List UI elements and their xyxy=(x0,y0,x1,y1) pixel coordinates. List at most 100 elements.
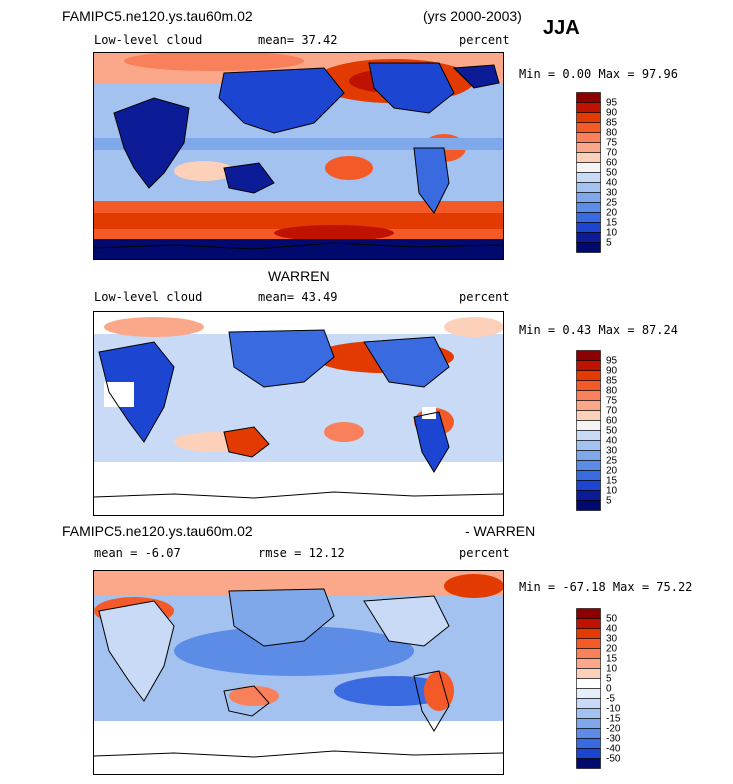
colorbar-tick-label: 10 xyxy=(606,486,618,497)
colorbar-tick-label: 5 xyxy=(606,674,612,685)
colorbar-swatch xyxy=(576,192,601,203)
panel1-colorbar: 95 90 85 80 75 70 60 50 40 30 25 20 15 10 5 xyxy=(576,92,636,254)
colorbar-swatch xyxy=(576,112,601,123)
colorbar-tick-label: 20 xyxy=(606,208,618,219)
panel2-map xyxy=(93,311,504,516)
colorbar-swatch xyxy=(576,122,601,133)
colorbar-swatch xyxy=(576,668,601,679)
panel1-field-label: Low-level cloud xyxy=(94,33,203,47)
colorbar-tick-label: 60 xyxy=(606,416,618,427)
colorbar-tick-label: 40 xyxy=(606,624,618,635)
colorbar-swatch xyxy=(576,142,601,153)
colorbar-swatch xyxy=(576,102,601,113)
colorbar-swatch xyxy=(576,460,601,471)
panel1-map xyxy=(93,52,504,260)
colorbar-tick-label: 70 xyxy=(606,148,618,159)
panel3-mean: mean = -6.07 xyxy=(94,546,181,560)
colorbar-swatch xyxy=(576,758,601,769)
colorbar-tick-label: 30 xyxy=(606,634,618,645)
panel1-units: percent xyxy=(459,33,510,47)
colorbar-swatch xyxy=(576,688,601,699)
colorbar-tick-label: 70 xyxy=(606,406,618,417)
colorbar-tick-label: 50 xyxy=(606,614,618,625)
panel2-title: WARREN xyxy=(268,268,330,284)
panel3-map xyxy=(93,570,504,775)
colorbar-swatch xyxy=(576,172,601,183)
colorbar-tick-label: 0 xyxy=(606,684,612,695)
colorbar-tick-label: -40 xyxy=(606,744,621,755)
colorbar-tick-label: 75 xyxy=(606,138,618,149)
colorbar-tick-label: 25 xyxy=(606,198,618,209)
colorbar-swatch xyxy=(576,658,601,669)
panel2-mean: mean= 43.49 xyxy=(258,290,338,304)
panel2-field-label: Low-level cloud xyxy=(94,290,203,304)
colorbar-tick-label: 15 xyxy=(606,476,618,487)
colorbar-tick-label: 30 xyxy=(606,446,618,457)
colorbar-swatch xyxy=(576,440,601,451)
colorbar-swatch xyxy=(576,350,601,361)
colorbar-tick-label: 80 xyxy=(606,386,618,397)
colorbar-tick-label: -10 xyxy=(606,704,621,715)
colorbar-swatch xyxy=(576,222,601,233)
model-title: FAMIPC5.ne120.ys.tau60m.02 xyxy=(62,8,253,24)
colorbar-swatch xyxy=(576,410,601,421)
colorbar-swatch xyxy=(576,628,601,639)
colorbar-swatch xyxy=(576,380,601,391)
colorbar-swatch xyxy=(576,390,601,401)
panel3-colorbar: 50 40 30 20 15 10 5 0 -5 -10 -15 -20 -30 -40 -50 xyxy=(576,608,636,770)
colorbar-tick-label: 95 xyxy=(606,98,618,109)
colorbar-swatch xyxy=(576,360,601,371)
years-label: (yrs 2000-2003) xyxy=(423,8,522,24)
colorbar-tick-label: 20 xyxy=(606,466,618,477)
panel3-title-left: FAMIPC5.ne120.ys.tau60m.02 xyxy=(62,523,253,539)
colorbar-tick-label: 50 xyxy=(606,426,618,437)
panel3-units: percent xyxy=(459,546,510,560)
colorbar-tick-label: 15 xyxy=(606,218,618,229)
panel2-minmax: Min = 0.43 Max = 87.24 xyxy=(519,323,678,337)
colorbar-tick-label: 60 xyxy=(606,158,618,169)
colorbar-tick-label: 15 xyxy=(606,654,618,665)
colorbar-tick-label: -50 xyxy=(606,754,621,765)
colorbar-swatch xyxy=(576,152,601,163)
colorbar-tick-label: 10 xyxy=(606,228,618,239)
colorbar-tick-label: 50 xyxy=(606,168,618,179)
colorbar-swatch xyxy=(576,500,601,511)
colorbar-tick-label: 30 xyxy=(606,188,618,199)
colorbar-swatch xyxy=(576,400,601,411)
colorbar-swatch xyxy=(576,202,601,213)
colorbar-swatch xyxy=(576,370,601,381)
colorbar-swatch xyxy=(576,638,601,649)
colorbar-swatch xyxy=(576,430,601,441)
panel1-minmax: Min = 0.00 Max = 97.96 xyxy=(519,67,678,81)
colorbar-tick-label: 85 xyxy=(606,376,618,387)
colorbar-swatch xyxy=(576,420,601,431)
colorbar-tick-label: 5 xyxy=(606,238,612,249)
colorbar-swatch xyxy=(576,718,601,729)
colorbar-tick-label: 20 xyxy=(606,644,618,655)
colorbar-tick-label: 40 xyxy=(606,436,618,447)
panel2-units: percent xyxy=(459,290,510,304)
panel1-mean: mean= 37.42 xyxy=(258,33,338,47)
colorbar-swatch xyxy=(576,728,601,739)
colorbar-swatch xyxy=(576,92,601,103)
colorbar-tick-label: 40 xyxy=(606,178,618,189)
colorbar-swatch xyxy=(576,678,601,689)
colorbar-swatch xyxy=(576,182,601,193)
colorbar-tick-label: -5 xyxy=(606,694,615,705)
colorbar-swatch xyxy=(576,242,601,253)
colorbar-tick-label: 90 xyxy=(606,108,618,119)
season-label: JJA xyxy=(543,17,580,39)
colorbar-tick-label: 75 xyxy=(606,396,618,407)
panel3-title-right: - WARREN xyxy=(465,523,536,539)
colorbar-swatch xyxy=(576,708,601,719)
colorbar-swatch xyxy=(576,748,601,759)
colorbar-swatch xyxy=(576,132,601,143)
colorbar-tick-label: 5 xyxy=(606,496,612,507)
panel2-colorbar: 95 90 85 80 75 70 60 50 40 30 25 20 15 10 5 xyxy=(576,350,636,512)
colorbar-swatch xyxy=(576,738,601,749)
colorbar-tick-label: 10 xyxy=(606,664,618,675)
panel3-minmax: Min = -67.18 Max = 75.22 xyxy=(519,580,693,594)
colorbar-swatch xyxy=(576,480,601,491)
colorbar-tick-label: -20 xyxy=(606,724,621,735)
colorbar-swatch xyxy=(576,212,601,223)
